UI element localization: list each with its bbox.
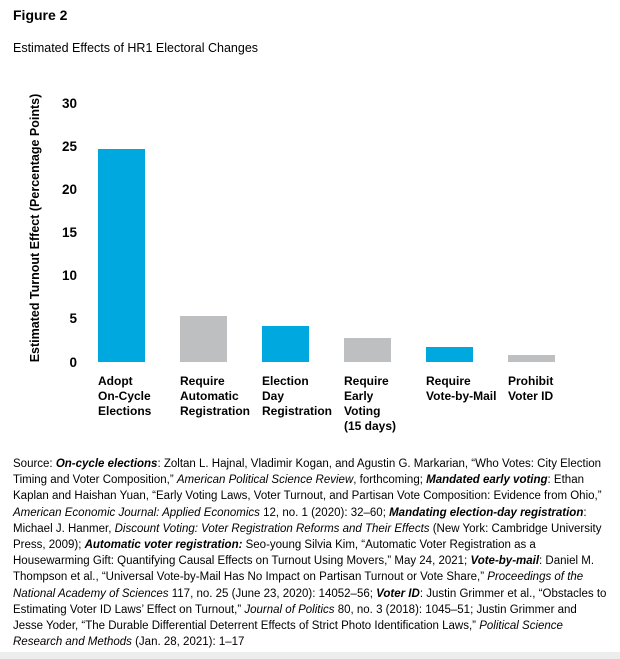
source-segment: : Daniel M. Thompson et al., “Universal … xyxy=(13,555,595,584)
source-segment: American Economic Journal: Applied Econo… xyxy=(13,506,260,519)
bar-adopt-on-cycle-elections xyxy=(98,148,145,362)
x-label-require-automatic-registration: Require Automatic Registration xyxy=(180,374,251,418)
source-segment: Vote-by-mail xyxy=(470,555,540,568)
source-segment: Automatic voter registration: xyxy=(84,539,243,552)
bar-require-early-voting-15-days xyxy=(344,337,391,362)
source-segment: : Justin Grimmer et al., “Obstacles to E… xyxy=(13,587,607,616)
x-label-require-early-voting-15-days: Require Early Voting (15 days) xyxy=(344,374,397,433)
bar-require-vote-by-mail xyxy=(426,347,473,362)
source-segment: Mandating election-day registration xyxy=(389,506,584,519)
source-segment: : Zoltan L. Hajnal, Vladimir Kogan, and … xyxy=(13,458,602,487)
source-segment: 117, no. 25 (June 23, 2020): 14052–56; xyxy=(168,587,377,600)
source-segment: Source: xyxy=(13,458,56,470)
source-segment: (Jan. 28, 2021): 1–17 xyxy=(131,636,245,649)
y-tick-30: 30 xyxy=(61,95,77,111)
y-tick-5: 5 xyxy=(69,311,77,327)
source-segment: Seo-young Silvia Kim, “Automatic Voter R… xyxy=(13,539,536,568)
x-label-adopt-on-cycle-elections: Adopt On-Cycle Elections xyxy=(98,374,152,418)
source-segment: Political Science Research and Methods xyxy=(13,620,563,649)
x-label-election-day-registration: Election Day Registration xyxy=(262,374,333,418)
source-segment: Voter ID xyxy=(376,587,420,600)
y-tick-10: 10 xyxy=(61,268,77,284)
bar-election-day-registration xyxy=(262,325,309,362)
source-segment: , forthcoming; xyxy=(353,474,427,487)
source-note: Source: On-cycle elections: Zoltan L. Ha… xyxy=(13,456,607,650)
source-segment: Proceedings of the National Academy of S… xyxy=(13,571,584,600)
source-segment: (New York: Cambridge University Press, 2… xyxy=(13,522,602,552)
source-segment: 80, no. 3 (2018): 1045–51; Justin Grimme… xyxy=(13,603,577,633)
source-segment: : Michael J. Hanmer, xyxy=(13,506,587,535)
x-label-prohibit-voter-id: Prohibit Voter ID xyxy=(508,374,554,403)
y-tick-20: 20 xyxy=(61,181,77,197)
figure-title: Estimated Effects of HR1 Electoral Chang… xyxy=(13,41,259,55)
bar-prohibit-voter-id xyxy=(508,355,555,362)
y-tick-0: 0 xyxy=(69,354,77,370)
bottom-edge-strip xyxy=(0,652,620,659)
y-tick-25: 25 xyxy=(61,138,77,154)
y-tick-15: 15 xyxy=(61,225,77,240)
source-segment: Mandated early voting xyxy=(426,474,548,487)
source-segment: Journal of Politics xyxy=(244,603,335,616)
bar-require-automatic-registration xyxy=(180,316,227,362)
source-segment: 12, no. 1 (2020): 32–60; xyxy=(259,506,390,519)
figure-label: Figure 2 xyxy=(13,7,68,23)
source-segment: Discount Voting: Voter Registration Refo… xyxy=(114,522,430,535)
source-segment: : Ethan Kaplan and Haishan Yuan, “Early … xyxy=(13,474,602,503)
x-label-require-vote-by-mail: Require Vote-by-Mail xyxy=(426,374,497,403)
source-segment: On-cycle elections xyxy=(55,458,158,470)
source-segment: American Political Science Review xyxy=(176,474,354,487)
